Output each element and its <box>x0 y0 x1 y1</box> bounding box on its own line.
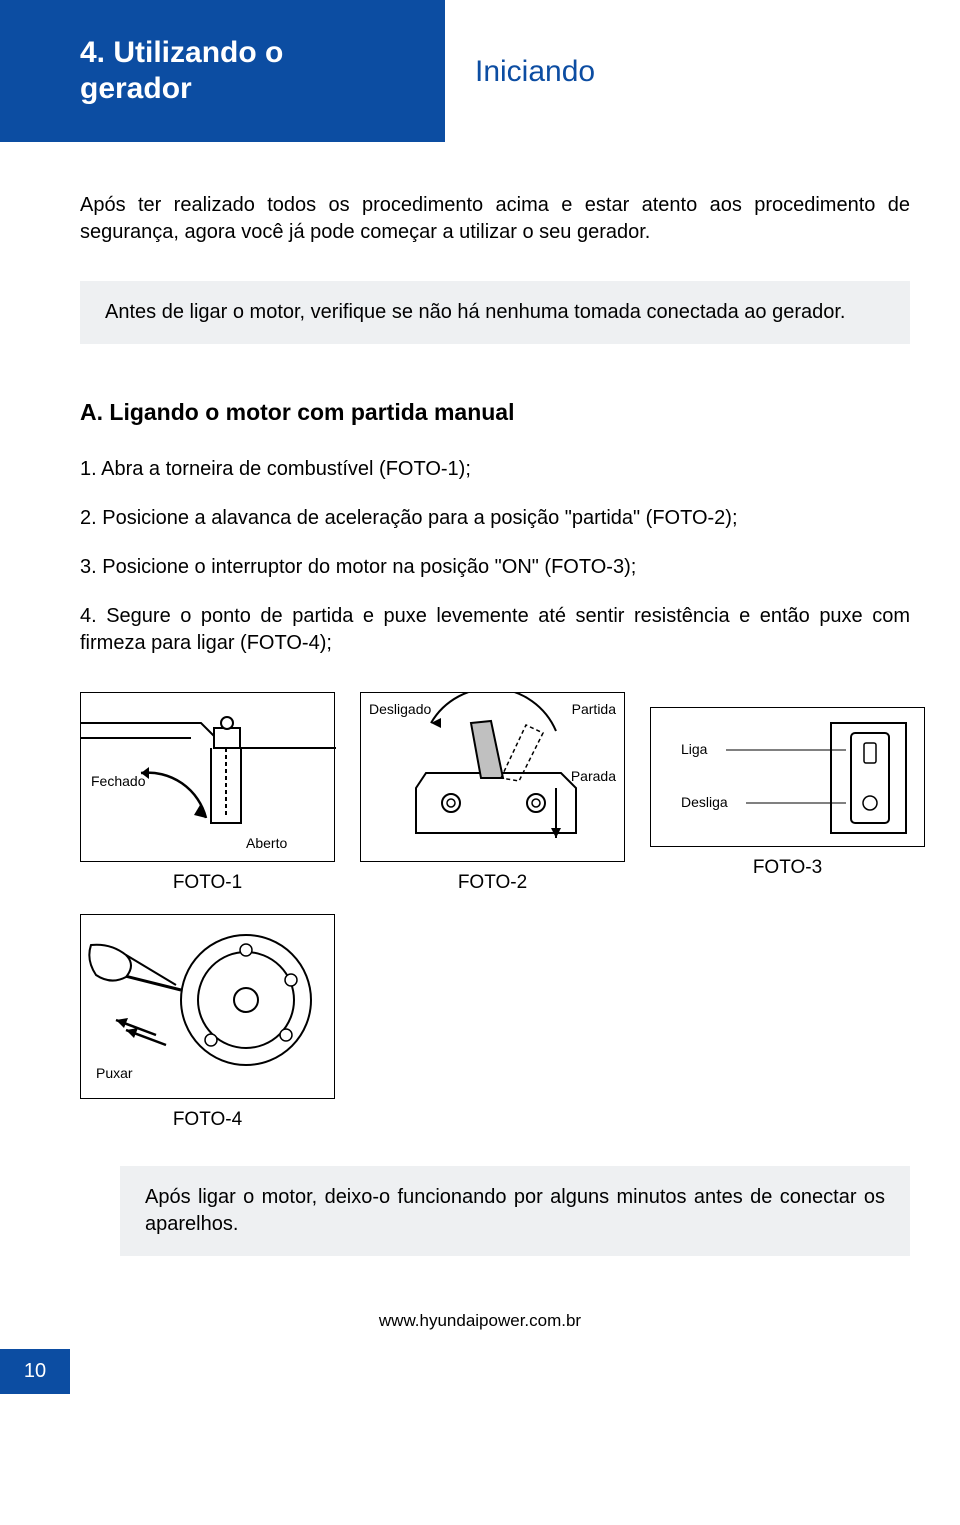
page-number: 10 <box>0 1349 70 1394</box>
photo-1-caption: FOTO-1 <box>173 872 242 894</box>
photo-4-box: Puxar <box>80 914 335 1099</box>
photo-4-caption: FOTO-4 <box>173 1109 242 1131</box>
step-3: 3. Posicione o interruptor do motor na p… <box>80 554 910 581</box>
photo-2-caption: FOTO-2 <box>458 872 527 894</box>
label-liga: Liga <box>681 741 707 757</box>
steps-list: 1. Abra a torneira de combustível (FOTO-… <box>80 456 910 657</box>
photo-3-box: Liga Desliga <box>650 707 925 847</box>
title-line-2: gerador <box>80 72 192 105</box>
label-parada: Parada <box>571 768 616 784</box>
label-desliga: Desliga <box>681 794 728 810</box>
photo-1-box: Fechado Aberto <box>80 692 335 862</box>
photo-4-cell: Puxar FOTO-4 <box>80 894 335 1131</box>
photo-1-cell: Fechado Aberto FOTO-1 <box>80 692 335 894</box>
photo-2-cell: Desligado Partida Parada FOTO-2 <box>360 692 625 894</box>
step-1: 1. Abra a torneira de combustível (FOTO-… <box>80 456 910 483</box>
label-puxar: Puxar <box>96 1065 133 1081</box>
label-fechado: Fechado <box>91 773 145 789</box>
warning-callout: Antes de ligar o motor, verifique se não… <box>80 281 910 344</box>
step-4: 4. Segure o ponto de partida e puxe leve… <box>80 603 910 657</box>
photo-row-1: Fechado Aberto FOTO-1 <box>80 692 910 894</box>
photo-3-cell: Liga Desliga FOTO-3 <box>650 692 925 894</box>
page-content: Após ter realizado todos os procedimento… <box>0 192 960 1256</box>
step-2: 2. Posicione a alavanca de aceleração pa… <box>80 505 910 532</box>
photo-2-box: Desligado Partida Parada <box>360 692 625 862</box>
label-desligado: Desligado <box>369 701 431 717</box>
page-header: 4. Utilizando o gerador Iniciando <box>0 0 960 142</box>
intro-paragraph: Após ter realizado todos os procedimento… <box>80 192 910 246</box>
title-line-1: 4. Utilizando o <box>80 36 283 69</box>
switch-diagram <box>651 708 926 848</box>
section-heading: A. Ligando o motor com partida manual <box>80 399 910 426</box>
tip-callout: Após ligar o motor, deixo-o funcionando … <box>120 1166 910 1256</box>
chapter-title: 4. Utilizando o gerador <box>80 35 415 107</box>
label-aberto: Aberto <box>246 835 287 851</box>
section-subtitle: Iniciando <box>445 0 595 142</box>
label-partida: Partida <box>572 701 616 717</box>
photo-3-caption: FOTO-3 <box>753 857 822 879</box>
chapter-title-block: 4. Utilizando o gerador <box>0 0 445 142</box>
footer-url: www.hyundaipower.com.br <box>0 1311 960 1331</box>
